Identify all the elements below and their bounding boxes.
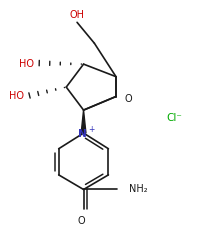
Text: N: N	[78, 128, 87, 138]
Polygon shape	[81, 111, 86, 133]
Text: HO: HO	[19, 59, 34, 69]
Text: O: O	[124, 93, 132, 103]
Text: NH₂: NH₂	[129, 184, 148, 194]
Text: O: O	[78, 215, 85, 225]
Text: Cl⁻: Cl⁻	[166, 113, 182, 123]
Text: HO: HO	[9, 91, 24, 101]
Text: +: +	[88, 125, 95, 134]
Text: OH: OH	[70, 10, 85, 20]
